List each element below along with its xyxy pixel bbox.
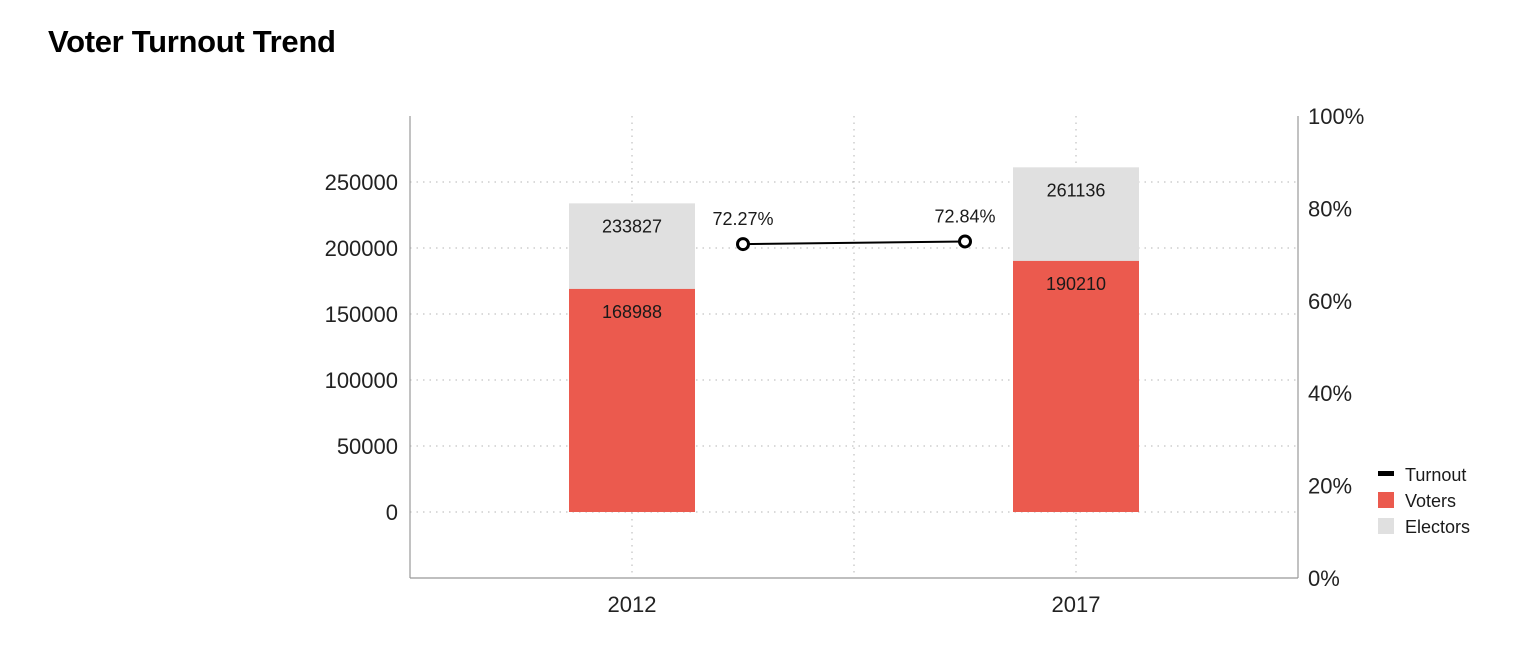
y-right-tick-label: 80% bbox=[1308, 196, 1352, 221]
turnout-line bbox=[742, 240, 966, 246]
y-left-tick-label: 0 bbox=[386, 500, 398, 525]
x-tick-label: 2017 bbox=[1052, 592, 1101, 617]
bar-voters bbox=[569, 288, 695, 512]
y-left-tick-label: 250000 bbox=[325, 170, 398, 195]
legend-label-voters: Voters bbox=[1405, 491, 1456, 511]
y-left-tick-label: 100000 bbox=[325, 368, 398, 393]
y-right-tick-label: 20% bbox=[1308, 474, 1352, 499]
data-label-voters: 190210 bbox=[1046, 274, 1106, 294]
turnout-point bbox=[736, 237, 750, 252]
y-right-tick-label: 60% bbox=[1308, 289, 1352, 314]
turnout-point bbox=[958, 234, 972, 249]
legend-swatch-voters bbox=[1378, 492, 1394, 508]
legend-label-turnout: Turnout bbox=[1405, 465, 1466, 485]
legend-label-electors: Electors bbox=[1405, 517, 1470, 537]
chart-title: Voter Turnout Trend bbox=[48, 24, 336, 59]
legend-swatch-electors bbox=[1378, 518, 1394, 534]
x-tick-label: 2012 bbox=[608, 592, 657, 617]
data-label-electors: 233827 bbox=[602, 216, 662, 236]
data-label-voters: 168988 bbox=[602, 302, 662, 322]
y-right-tick-label: 100% bbox=[1308, 104, 1364, 129]
y-left-tick-label: 200000 bbox=[325, 236, 398, 261]
bar-voters bbox=[1013, 260, 1139, 512]
data-label-turnout: 72.84% bbox=[934, 206, 995, 226]
y-left-tick-label: 150000 bbox=[325, 302, 398, 327]
y-left-tick-label: 50000 bbox=[337, 434, 398, 459]
y-right-tick-label: 40% bbox=[1308, 381, 1352, 406]
data-label-electors: 261136 bbox=[1047, 180, 1106, 200]
y-right-tick-label: 0% bbox=[1308, 566, 1340, 591]
data-label-turnout: 72.27% bbox=[712, 209, 773, 229]
legend-swatch-turnout bbox=[1378, 471, 1394, 476]
